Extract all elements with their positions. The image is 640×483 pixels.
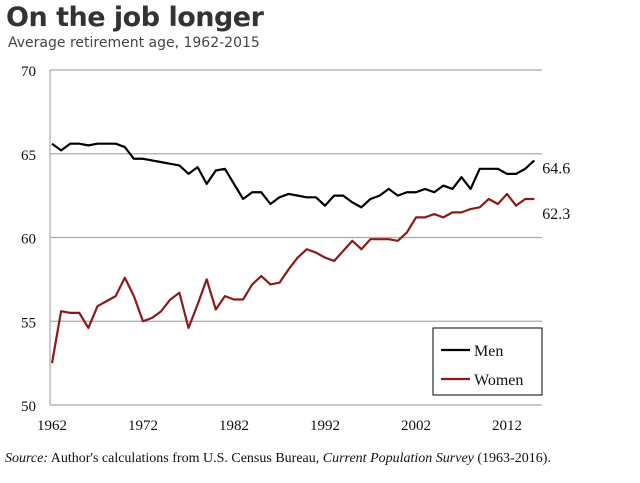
series-line-men <box>51 142 536 209</box>
legend-label-women: Women <box>474 372 523 389</box>
legend-box <box>432 327 543 396</box>
x-tick-label: 2012 <box>492 418 522 434</box>
y-tick-label: 70 <box>21 64 36 80</box>
series-line-women <box>50 192 535 364</box>
x-tick-label: 1992 <box>310 418 340 434</box>
source-text: Author's calculations from U.S. Census B… <box>48 451 323 466</box>
source-label: Source: <box>5 451 49 466</box>
y-tick-label: 55 <box>21 315 36 331</box>
source-note: Source: Author's calculations from U.S. … <box>5 451 551 467</box>
legend-label-men: Men <box>474 343 503 360</box>
source-publication: Current Population Survey <box>322 451 474 466</box>
x-tick-label: 1972 <box>128 418 158 434</box>
y-tick-label: 60 <box>21 232 36 248</box>
end-label-women: 62.3 <box>542 206 570 223</box>
end-label-men: 64.6 <box>542 160 570 177</box>
y-tick-label: 50 <box>21 399 36 415</box>
x-tick-label: 2002 <box>401 418 431 434</box>
x-tick-label: 1962 <box>37 418 67 434</box>
source-text-end: (1963-2016). <box>473 451 551 466</box>
y-tick-label: 65 <box>21 148 36 164</box>
chart-subtitle: Average retirement age, 1962-2015 <box>8 35 260 51</box>
chart-title: On the job longer <box>6 2 264 33</box>
x-tick-label: 1982 <box>219 418 249 434</box>
